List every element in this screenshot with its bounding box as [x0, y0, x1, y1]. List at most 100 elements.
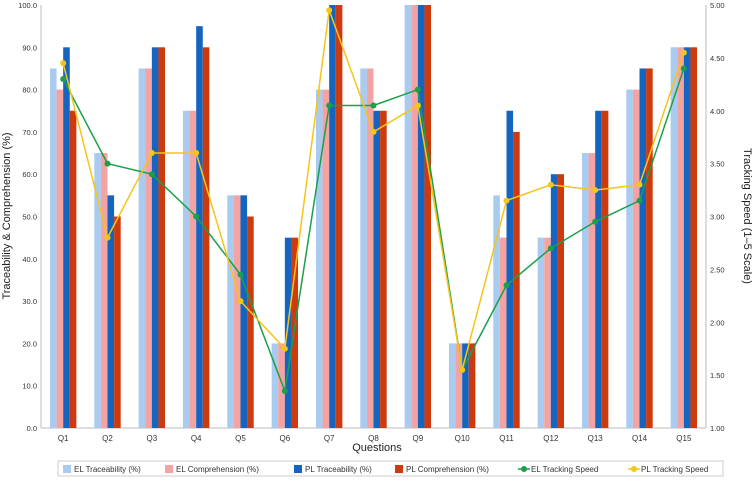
- bar-q9-1: [404, 5, 412, 428]
- bar-q8-3: [373, 110, 381, 428]
- legend-item-el-comprehension: EL Comprehension (%): [165, 465, 259, 474]
- bar-q9-4: [424, 5, 432, 428]
- bar-series-el-comprehension: [56, 5, 684, 429]
- x-tick-label-q4: Q4: [191, 434, 202, 443]
- bar-q6-3: [284, 237, 292, 428]
- legend-label: EL Traceability (%): [74, 465, 141, 474]
- bar-series-group: [49, 5, 698, 429]
- point-q14: [636, 181, 643, 188]
- bar-q14-2: [632, 89, 640, 428]
- point-q10: [459, 366, 466, 373]
- legend-label: EL Tracking Speed: [531, 465, 598, 474]
- bar-q7-3: [329, 5, 336, 428]
- y2-axis-label: Tracking Speed (1–5 Scale): [741, 148, 753, 284]
- point-q2: [104, 234, 111, 241]
- bar-q6-1: [271, 343, 279, 428]
- legend-swatch: [165, 465, 173, 473]
- bar-q10-2: [455, 343, 463, 428]
- bar-q7-1: [315, 89, 323, 428]
- bar-q9-3: [417, 5, 425, 428]
- point-q8: [370, 128, 377, 135]
- bar-q2-2: [100, 153, 108, 429]
- y-tick-label: 60.0: [22, 170, 37, 179]
- point-q7: [326, 102, 333, 109]
- legend-swatch: [63, 465, 71, 473]
- x-tick-label-q7: Q7: [324, 434, 335, 443]
- x-tick-label-q5: Q5: [235, 434, 246, 443]
- point-q7: [326, 7, 333, 14]
- y2-tick-label: 1.50: [710, 371, 725, 380]
- bar-q1-3: [63, 47, 70, 429]
- point-q13: [592, 218, 599, 225]
- point-q8: [370, 102, 377, 109]
- bar-q6-2: [278, 343, 285, 428]
- legend-marker: [631, 466, 637, 472]
- y-tick-label: 20.0: [22, 339, 37, 348]
- x-tick-label-q2: Q2: [102, 434, 113, 443]
- y2-tick-label: 5.00: [710, 1, 725, 10]
- point-q5: [237, 298, 244, 305]
- bar-q1-1: [49, 68, 57, 428]
- bar-q5-4: [247, 216, 254, 428]
- bar-q6-4: [291, 237, 299, 428]
- y-tick-label: 40.0: [22, 255, 37, 264]
- legend-label: PL Comprehension (%): [406, 465, 489, 474]
- x-tick-label-q13: Q13: [588, 434, 604, 443]
- bar-q15-2: [677, 47, 684, 429]
- bar-series-pl-comprehension: [69, 5, 698, 429]
- x-tick-label-q8: Q8: [368, 434, 379, 443]
- point-q15: [680, 65, 687, 72]
- bar-series-pl-traceability: [63, 5, 691, 429]
- bar-q11-4: [513, 131, 520, 428]
- point-q9: [414, 102, 421, 109]
- y-tick-label: 10.0: [22, 382, 37, 391]
- line-series-group: [60, 7, 687, 394]
- y-tick-label: 90.0: [22, 43, 37, 52]
- bar-q1-2: [56, 89, 64, 428]
- bar-q3-3: [151, 47, 159, 429]
- x-tick-label-q11: Q11: [499, 434, 514, 443]
- point-q9: [414, 86, 421, 93]
- bar-q12-3: [550, 174, 558, 428]
- x-tick-label-q15: Q15: [676, 434, 692, 443]
- bar-q12-2: [544, 237, 551, 428]
- bar-q7-4: [335, 5, 343, 428]
- bar-q11-3: [506, 110, 514, 428]
- bar-q13-4: [601, 110, 609, 428]
- bar-q5-2: [233, 195, 241, 428]
- point-q6: [281, 345, 288, 352]
- point-q12: [547, 181, 554, 188]
- y2-tick-label: 4.00: [710, 107, 725, 116]
- y-axis-label: Traceability & Comprehension (%): [1, 132, 13, 299]
- bar-q8-4: [380, 110, 387, 428]
- bar-q8-1: [360, 68, 367, 428]
- bar-q14-1: [626, 89, 633, 428]
- y-tick-label: 70.0: [22, 128, 37, 137]
- bar-q5-1: [227, 195, 234, 428]
- y-tick-label: 30.0: [22, 297, 37, 306]
- x-tick-label-q1: Q1: [58, 434, 69, 443]
- point-q1: [60, 60, 67, 67]
- point-q15: [680, 49, 687, 56]
- bar-q3-1: [138, 68, 146, 428]
- bar-q4-1: [182, 110, 190, 428]
- legend-item-pl-traceability: PL Traceability (%): [294, 465, 372, 474]
- point-q5: [237, 271, 244, 278]
- y2-tick-label: 3.50: [710, 160, 725, 169]
- y2-tick-label: 2.50: [710, 265, 725, 274]
- x-tick-label-q10: Q10: [455, 434, 471, 443]
- x-tick-label-q12: Q12: [543, 434, 559, 443]
- x-tick-label-q3: Q3: [146, 434, 157, 443]
- bar-q7-2: [322, 89, 330, 428]
- bar-q12-4: [557, 174, 565, 428]
- bar-q3-4: [158, 47, 166, 429]
- x-tick-label-q14: Q14: [632, 434, 648, 443]
- legend-label: EL Comprehension (%): [176, 465, 259, 474]
- bar-q13-3: [595, 110, 602, 428]
- bar-q2-1: [94, 153, 101, 429]
- bar-q8-2: [366, 68, 374, 428]
- bar-q12-1: [537, 237, 545, 428]
- bar-q10-3: [462, 343, 469, 428]
- bar-q2-4: [114, 216, 121, 428]
